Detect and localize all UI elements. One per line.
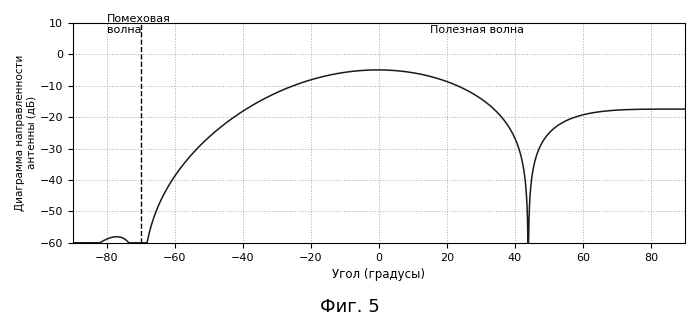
X-axis label: Угол (градусы): Угол (градусы): [332, 268, 426, 281]
Y-axis label: Диаграмма направленности
антенны (дБ): Диаграмма направленности антенны (дБ): [15, 54, 36, 211]
Text: Полезная волна: Полезная волна: [430, 25, 524, 35]
Text: Помеховая
волна: Помеховая волна: [106, 14, 171, 35]
Text: Фиг. 5: Фиг. 5: [320, 298, 380, 315]
